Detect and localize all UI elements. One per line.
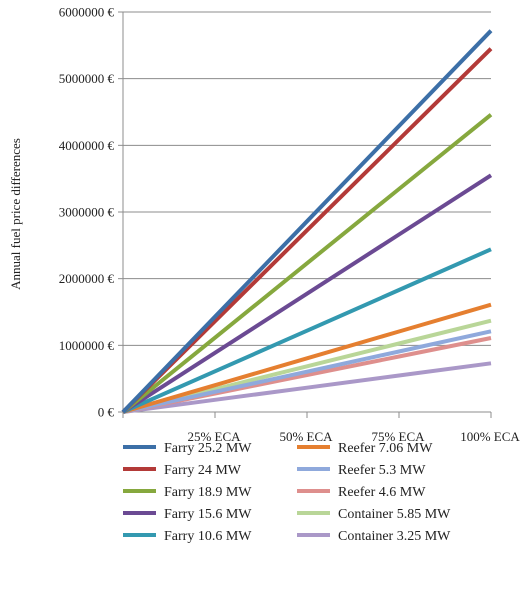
legend-label: Container 5.85 MW bbox=[338, 507, 451, 522]
legend-item: Container 5.85 MW bbox=[297, 507, 451, 522]
x-tick-label: 50% ECA bbox=[279, 429, 333, 444]
y-tick-label: 4000000 € bbox=[59, 138, 115, 153]
series-line bbox=[121, 29, 493, 414]
x-tick-label: 25% ECA bbox=[187, 429, 241, 444]
y-axis-title: Annual fuel price differences bbox=[8, 138, 23, 290]
legend-item: Reefer 7.06 MW bbox=[297, 441, 433, 456]
legend-label: Farry 24 MW bbox=[164, 463, 242, 478]
y-tick-label: 2000000 € bbox=[59, 271, 115, 286]
legend-label: Container 3.25 MW bbox=[338, 529, 451, 544]
x-tick-label: 75% ECA bbox=[371, 429, 425, 444]
legend-item: Farry 25.2 MW bbox=[123, 441, 252, 456]
legend-item: Container 3.25 MW bbox=[297, 529, 451, 544]
y-tick-label: 0 € bbox=[98, 405, 115, 420]
series-lines bbox=[121, 29, 493, 414]
y-tick-labels: 0 € 1000000 € 2000000 € 3000000 € 4000000 € 5… bbox=[59, 5, 115, 420]
series-line bbox=[122, 361, 492, 414]
x-tick-label: 100% ECA bbox=[460, 429, 520, 444]
legend-label: Farry 25.2 MW bbox=[164, 441, 252, 456]
y-tick-label: 6000000 € bbox=[59, 5, 115, 20]
legend: Farry 25.2 MW Farry 24 MW Farry 18.9 MW Far… bbox=[123, 441, 451, 544]
legend-item: Farry 18.9 MW bbox=[123, 485, 252, 500]
legend-item: Farry 10.6 MW bbox=[123, 529, 252, 544]
series-line bbox=[121, 47, 493, 414]
y-tick-label: 1000000 € bbox=[59, 338, 115, 353]
series-line bbox=[122, 329, 492, 414]
legend-item: Reefer 5.3 MW bbox=[297, 463, 426, 478]
legend-label: Farry 15.6 MW bbox=[164, 507, 252, 522]
series-line bbox=[121, 173, 493, 414]
legend-label: Farry 10.6 MW bbox=[164, 529, 252, 544]
legend-label: Reefer 5.3 MW bbox=[338, 463, 426, 478]
series-line bbox=[121, 113, 493, 414]
y-tick-label: 3000000 € bbox=[59, 205, 115, 220]
legend-label: Reefer 7.06 MW bbox=[338, 441, 433, 456]
axes bbox=[118, 11, 492, 418]
y-tick-label: 5000000 € bbox=[59, 71, 115, 86]
legend-label: Reefer 4.6 MW bbox=[338, 485, 426, 500]
legend-item: Farry 15.6 MW bbox=[123, 507, 252, 522]
series-line bbox=[122, 302, 492, 414]
x-tick-labels: 25% ECA 50% ECA 75% ECA 100% ECA bbox=[187, 429, 520, 444]
legend-item: Farry 24 MW bbox=[123, 463, 242, 478]
legend-label: Farry 18.9 MW bbox=[164, 485, 252, 500]
series-line bbox=[122, 247, 492, 414]
legend-item: Reefer 4.6 MW bbox=[297, 485, 426, 500]
